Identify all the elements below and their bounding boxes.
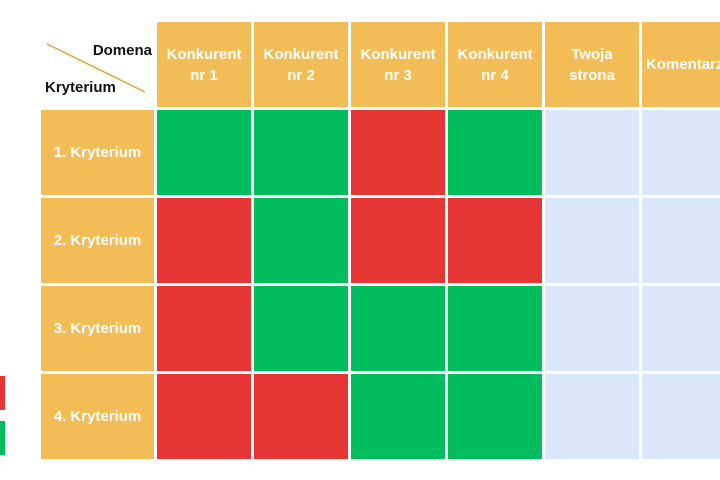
row-header: 1. Kryterium	[41, 110, 154, 195]
status-cell-green	[254, 198, 348, 283]
row-header: 4. Kryterium	[41, 374, 154, 459]
status-cell-empty	[642, 374, 720, 459]
column-header: Konkurent nr 2	[254, 22, 348, 107]
status-cell-red	[351, 110, 445, 195]
column-header: Komentarz	[642, 22, 720, 107]
row-header: 2. Kryterium	[41, 198, 154, 283]
status-cell-red	[351, 198, 445, 283]
corner-top-label: Domena	[92, 42, 152, 59]
status-cell-red	[254, 374, 348, 459]
status-cell-green	[448, 110, 542, 195]
status-cell-red	[157, 198, 251, 283]
corner-bottom-label: Kryterium	[45, 79, 116, 96]
status-cell-green	[448, 374, 542, 459]
status-cell-green	[351, 374, 445, 459]
status-cell-green	[254, 110, 348, 195]
status-cell-empty	[642, 286, 720, 371]
status-cell-green	[448, 286, 542, 371]
status-cell-empty	[642, 110, 720, 195]
legend-swatch-red	[0, 376, 5, 410]
status-cell-empty	[545, 198, 639, 283]
status-cell-red	[157, 286, 251, 371]
status-cell-empty	[545, 286, 639, 371]
legend-swatch-green	[0, 421, 5, 455]
corner-cell: Domena Kryterium	[41, 22, 154, 107]
column-header: Konkurent nr 1	[157, 22, 251, 107]
column-header: Twoja strona	[545, 22, 639, 107]
status-cell-empty	[545, 110, 639, 195]
diagonal-divider	[46, 43, 146, 93]
column-header: Konkurent nr 3	[351, 22, 445, 107]
status-cell-red	[157, 374, 251, 459]
status-cell-green	[254, 286, 348, 371]
comparison-table: Domena Kryterium Konkurent nr 1 Konkuren…	[41, 22, 720, 459]
status-cell-green	[351, 286, 445, 371]
status-cell-empty	[545, 374, 639, 459]
status-cell-empty	[642, 198, 720, 283]
row-header: 3. Kryterium	[41, 286, 154, 371]
status-cell-green	[157, 110, 251, 195]
status-cell-red	[448, 198, 542, 283]
column-header: Konkurent nr 4	[448, 22, 542, 107]
